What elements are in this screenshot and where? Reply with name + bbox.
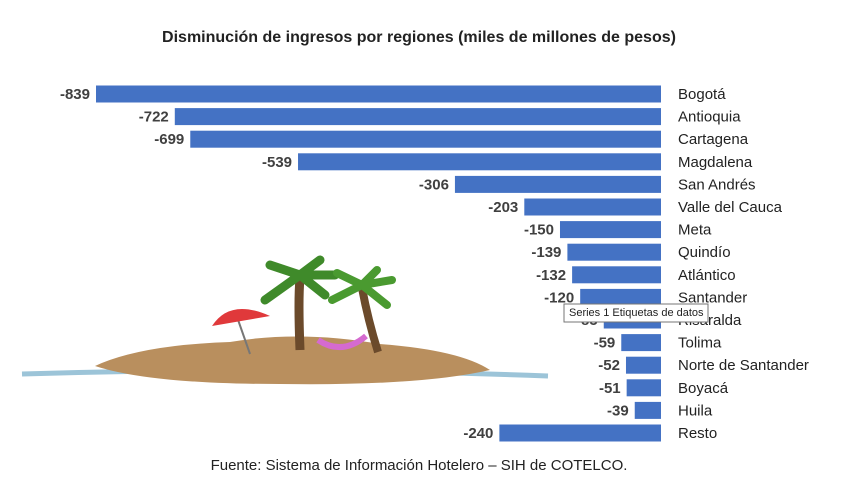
data-label: -203 xyxy=(488,199,518,216)
bar xyxy=(298,153,661,171)
bar xyxy=(625,356,661,374)
category-label: Boyacá xyxy=(678,380,729,397)
source-note: Fuente: Sistema de Información Hotelero … xyxy=(211,457,628,474)
category-label: Quindío xyxy=(678,244,731,261)
category-label: Meta xyxy=(678,222,712,239)
data-label: -306 xyxy=(419,176,449,193)
category-label: Cartagena xyxy=(678,131,749,148)
category-label: San Andrés xyxy=(678,176,756,193)
bar xyxy=(96,85,661,103)
chart-title: Disminución de ingresos por regiones (mi… xyxy=(162,29,676,46)
category-label: Resto xyxy=(678,425,717,442)
bar xyxy=(190,130,661,148)
island-illustration xyxy=(21,255,549,385)
data-label: -539 xyxy=(262,154,292,171)
data-label: -240 xyxy=(463,425,493,442)
bar xyxy=(174,108,661,126)
category-label: Antioquia xyxy=(678,109,741,126)
bar xyxy=(567,243,661,261)
category-label: Norte de Santander xyxy=(678,357,809,374)
category-label: Atlántico xyxy=(678,267,736,284)
data-label: -59 xyxy=(594,335,616,352)
data-label: -132 xyxy=(536,267,566,284)
bar xyxy=(499,424,661,442)
data-label: -51 xyxy=(599,380,621,397)
bar xyxy=(626,379,661,397)
bar xyxy=(559,221,661,239)
category-label: Tolima xyxy=(678,335,722,352)
data-label: -139 xyxy=(531,244,561,261)
data-label: -120 xyxy=(544,289,574,306)
tooltip-text: Series 1 Etiquetas de datos xyxy=(569,307,704,319)
bar xyxy=(621,334,661,352)
category-label: Magdalena xyxy=(678,154,753,171)
data-label: -699 xyxy=(154,131,184,148)
tooltip: Series 1 Etiquetas de datos xyxy=(563,303,709,323)
category-label: Valle del Cauca xyxy=(678,199,783,216)
data-label: -39 xyxy=(607,402,629,419)
category-label: Santander xyxy=(678,289,747,306)
data-label: -150 xyxy=(524,222,554,239)
data-label: -839 xyxy=(60,86,90,103)
category-label: Huila xyxy=(678,402,713,419)
category-label: Bogotá xyxy=(678,86,726,103)
data-label: -52 xyxy=(598,357,620,374)
bar xyxy=(572,266,661,284)
bar xyxy=(454,175,661,193)
bar xyxy=(634,401,661,419)
bar xyxy=(580,288,661,306)
data-label: -722 xyxy=(139,109,169,126)
bar xyxy=(524,198,661,216)
